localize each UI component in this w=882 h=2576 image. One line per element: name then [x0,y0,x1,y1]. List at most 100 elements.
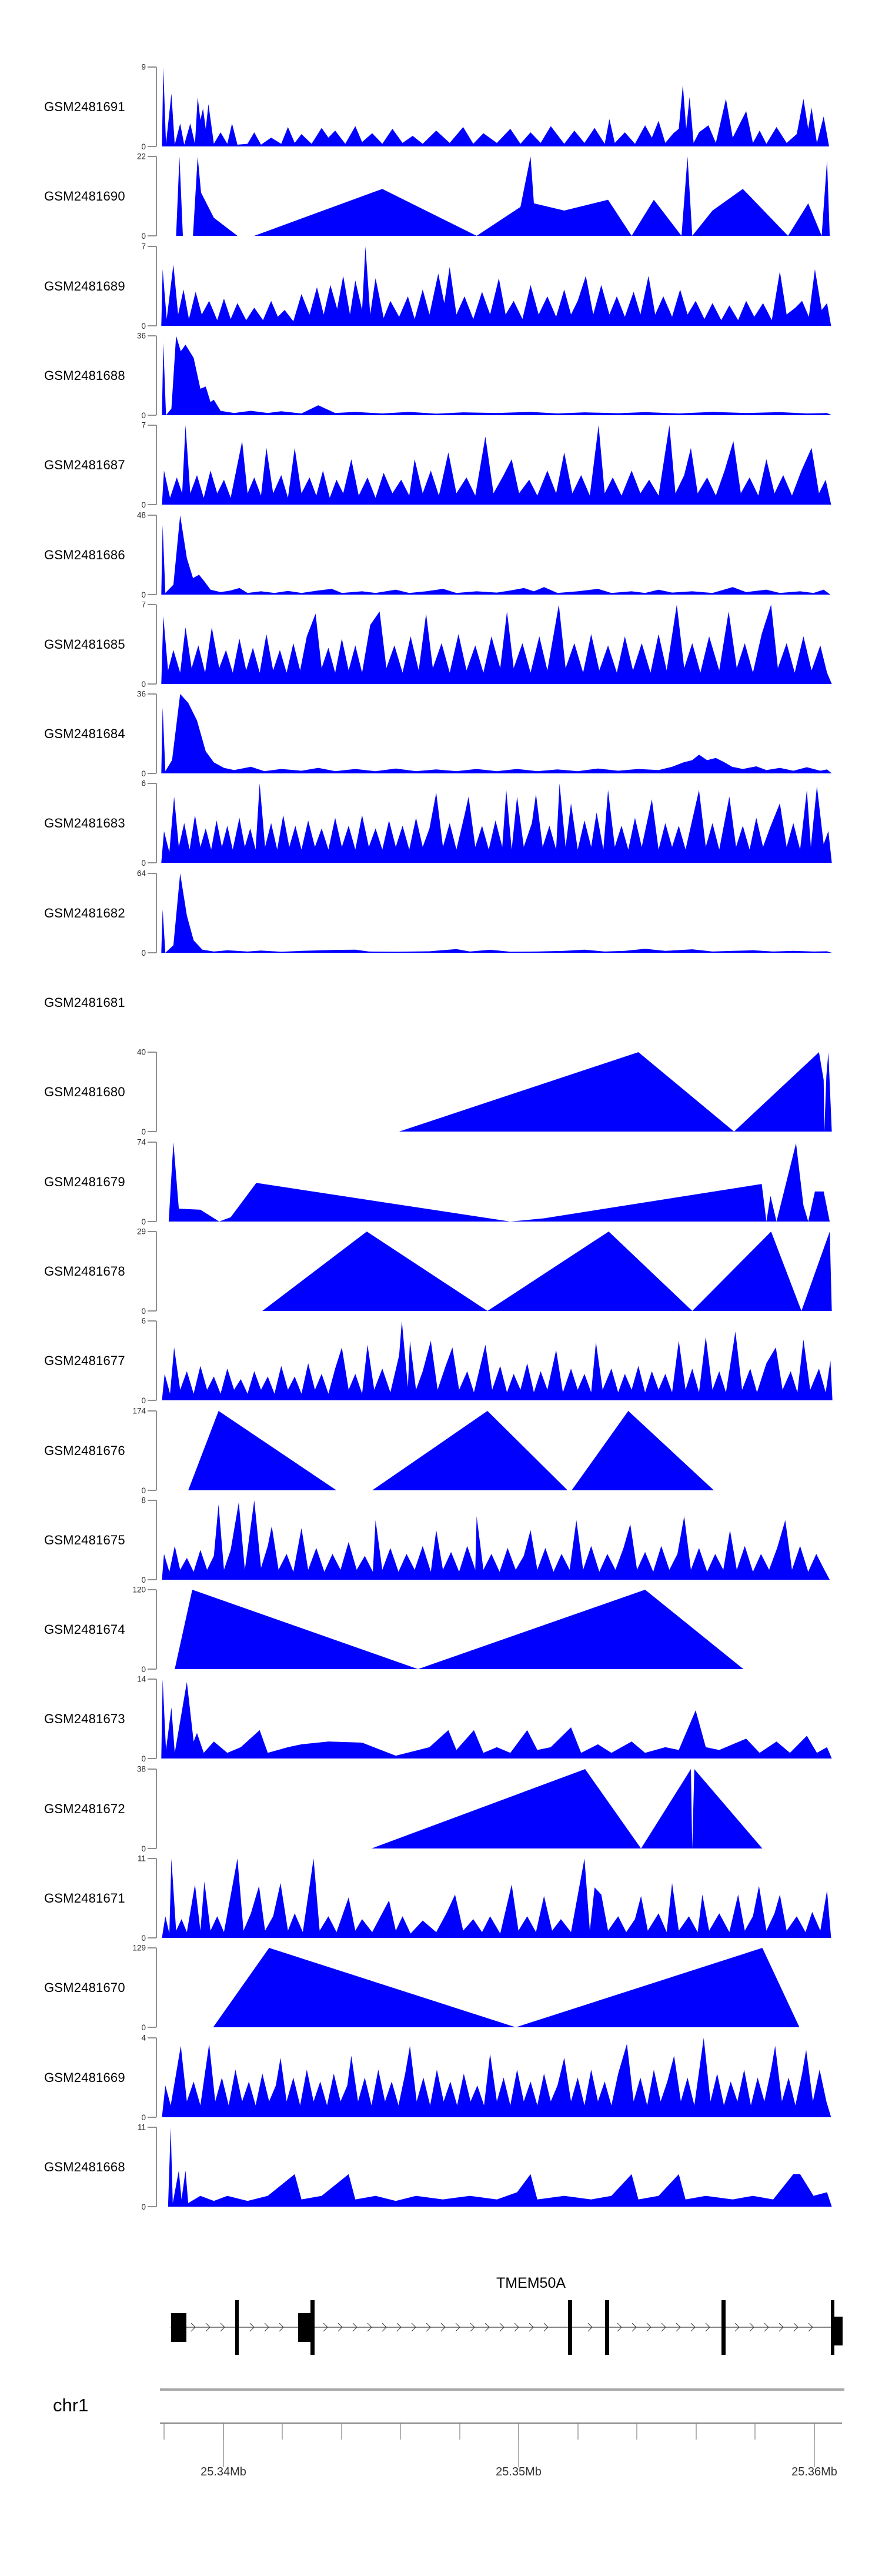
track-y-axis: 40 0 [0,1048,160,1135]
coverage-track-row: GSM2481670 129 0 [0,1944,882,2031]
axis-min-label: 0 [141,1844,146,1853]
coverage-area [168,1142,830,1222]
intron-direction-arrow-icon [587,2323,593,2332]
coverage-area [399,1052,832,1132]
y-axis-tick-max [148,1052,156,1053]
coverage-track-row: GSM2481672 38 0 [0,1765,882,1852]
track-label: GSM2481671 [44,1890,125,1906]
track-y-axis: 174 0 [0,1407,160,1494]
y-axis-tick-zero [148,594,156,595]
axis-min-label: 0 [141,1664,146,1674]
axis-min-label: 0 [141,1486,146,1495]
y-axis-tick-zero [148,1490,156,1491]
track-label: GSM2481683 [44,815,125,830]
y-axis-line [156,1858,157,1938]
coverage-area [162,1321,833,1400]
y-axis-tick-max [148,604,156,605]
y-axis-tick-zero [148,146,156,147]
y-axis-line [156,1948,157,2027]
y-axis-tick-zero [148,235,156,236]
coverage-track-row: GSM2481685 7 0 [0,600,882,688]
axis-min-label: 0 [141,1933,146,1943]
y-axis-tick-zero [148,2206,156,2207]
axis-max-label: 174 [132,1406,146,1416]
coverage-track-row: GSM2481686 48 0 [0,511,882,598]
intron-direction-arrow-icon [249,2323,255,2332]
track-label: GSM2481672 [44,1801,125,1816]
y-axis-tick-zero [148,1669,156,1670]
intron-direction-arrow-icon [470,2323,475,2332]
track-y-axis: 11 0 [0,2123,160,2210]
gene-model-track [171,2300,843,2355]
intron-direction-arrow-icon [426,2323,431,2332]
coverage-track-row: GSM2481671 11 0 [0,1854,882,1941]
y-axis-line [156,1679,157,1759]
coverage-track-row: GSM2481684 36 0 [0,690,882,777]
intron-direction-arrow-icon [764,2323,769,2332]
coverage-area [161,873,832,953]
axis-max-label: 38 [136,1764,146,1774]
coverage-area [161,605,832,684]
track-label: GSM2481680 [44,1084,125,1099]
y-axis-line [156,67,157,146]
y-axis-tick-zero [148,683,156,685]
y-axis-tick-max [148,2037,156,2038]
track-y-axis: 4 0 [0,2034,160,2121]
axis-max-label: 7 [141,600,146,609]
y-axis-tick-max [148,246,156,247]
axis-min-label: 0 [141,590,146,599]
y-axis-tick-zero [148,952,156,953]
axis-max-label: 48 [136,510,146,520]
track-label: GSM2481679 [44,1174,125,1189]
coverage-track-row: GSM2481679 74 0 [0,1138,882,1225]
intron-direction-arrow-icon [455,2323,460,2332]
exon-bar [310,2300,315,2355]
axis-max-label: 6 [141,1316,146,1326]
exon-bar [235,2300,239,2355]
y-axis-tick-max [148,2127,156,2128]
exon-bar [831,2300,834,2355]
coverage-track-row: GSM2481676 174 0 [0,1407,882,1494]
intron-direction-arrow-icon [529,2323,534,2332]
intron-direction-arrow-icon [617,2323,622,2332]
intron-direction-arrow-icon [543,2323,549,2332]
y-axis-tick-max [148,66,156,68]
axis-max-label: 40 [136,1047,146,1057]
axis-max-label: 36 [136,689,146,699]
track-label: GSM2481690 [44,188,125,203]
coverage-track-row: GSM2481682 64 0 [0,869,882,956]
exon-bar [721,2300,726,2355]
track-y-axis: 11 0 [0,1854,160,1941]
y-axis-tick-max [148,1679,156,1680]
axis-min-label: 0 [141,321,146,331]
y-axis-tick-max [148,335,156,336]
intron-direction-arrow-icon [382,2323,387,2332]
axis-min-label: 0 [141,411,146,420]
coverage-area [161,246,831,326]
axis-min-label: 0 [141,2113,146,2122]
coverage-area [175,1590,744,1669]
y-axis-tick-zero [148,1579,156,1580]
y-axis-line [156,873,157,953]
intron-direction-arrow-icon [499,2323,505,2332]
coverage-area [168,2127,832,2207]
intron-direction-arrow-icon [705,2323,710,2332]
track-y-axis: 7 0 [0,242,160,329]
coverage-area [162,1858,831,1938]
y-axis-tick-max [148,873,156,874]
track-label: GSM2481689 [44,278,125,293]
axis-max-label: 36 [136,331,146,341]
y-axis-line [156,336,157,415]
track-y-axis: 48 0 [0,511,160,598]
y-axis-line [156,1411,157,1490]
y-axis-tick-zero [148,504,156,505]
coverage-area [161,1679,832,1759]
axis-min-label: 0 [141,948,146,957]
intron-direction-arrow-icon [440,2323,446,2332]
coverage-track-row: GSM2481669 4 0 [0,2034,882,2121]
coverage-area [176,156,830,236]
intron-direction-arrow-icon [411,2323,416,2332]
intron-direction-arrow-icon [367,2323,372,2332]
track-y-axis: 120 0 [0,1586,160,1673]
axis-min-label: 0 [141,142,146,151]
